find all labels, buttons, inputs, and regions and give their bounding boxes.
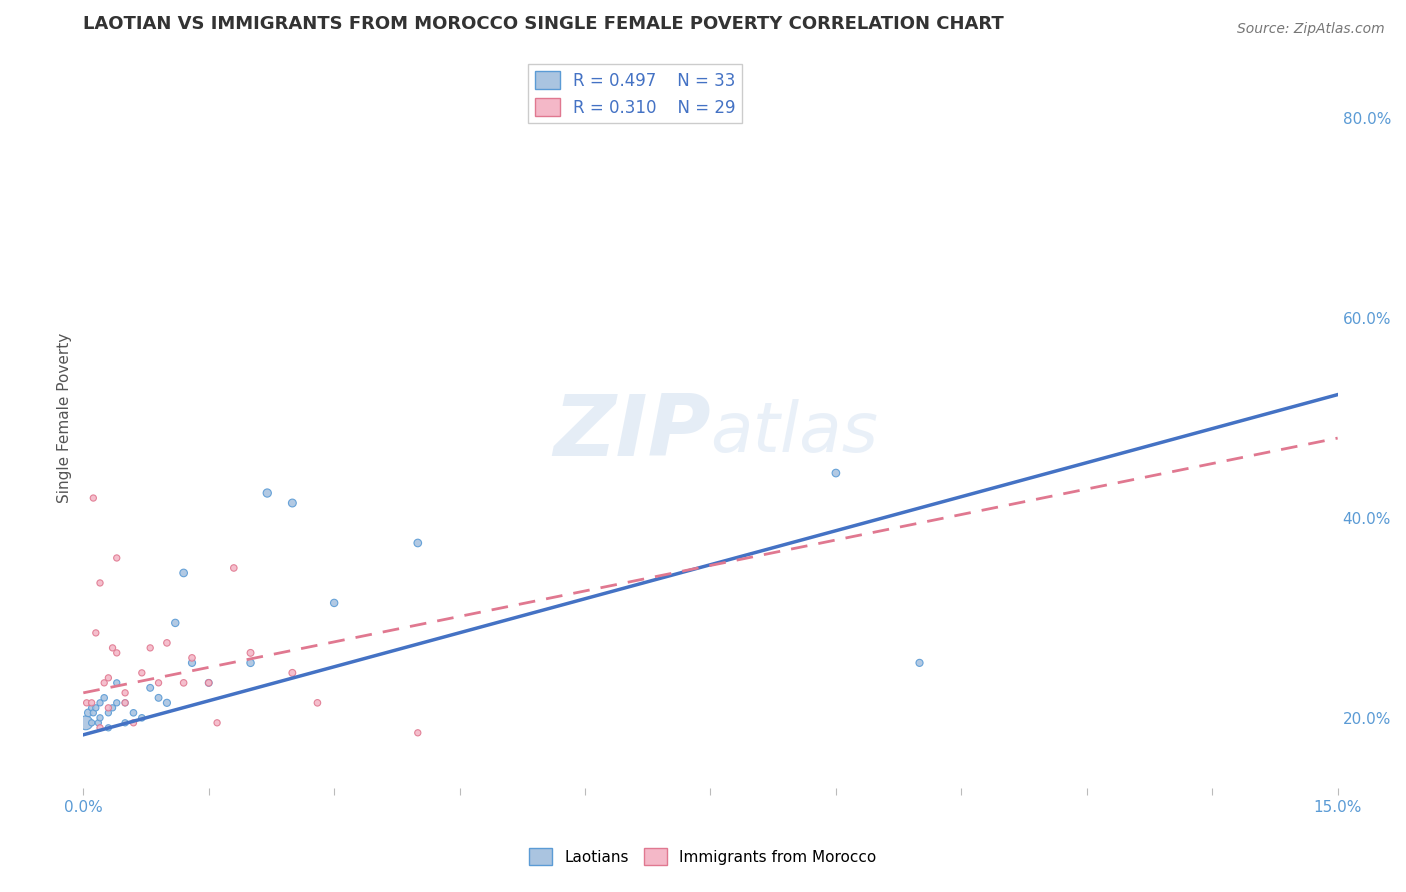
- Point: [80, 701, 103, 715]
- Y-axis label: Single Female Poverty: Single Female Poverty: [58, 333, 72, 503]
- Point: [101, 640, 124, 655]
- Point: [80, 696, 103, 710]
- Point: [82, 491, 104, 505]
- Point: [173, 676, 195, 690]
- Point: [139, 681, 162, 695]
- Text: ZIP: ZIP: [553, 392, 710, 475]
- Point: [76, 696, 98, 710]
- Point: [84, 701, 107, 715]
- Legend: R = 0.497    N = 33, R = 0.310    N = 29: R = 0.497 N = 33, R = 0.310 N = 29: [529, 64, 742, 123]
- Point: [89, 711, 111, 725]
- Point: [181, 656, 204, 670]
- Point: [256, 486, 278, 500]
- Text: atlas: atlas: [710, 400, 879, 467]
- Point: [825, 466, 848, 480]
- Point: [75, 715, 97, 730]
- Point: [93, 690, 115, 705]
- Point: [222, 561, 245, 575]
- Point: [148, 676, 170, 690]
- Point: [87, 715, 110, 730]
- Point: [80, 715, 103, 730]
- Point: [122, 715, 145, 730]
- Point: [82, 706, 104, 720]
- Point: [406, 536, 429, 550]
- Point: [197, 676, 219, 690]
- Text: LAOTIAN VS IMMIGRANTS FROM MOROCCO SINGLE FEMALE POVERTY CORRELATION CHART: LAOTIAN VS IMMIGRANTS FROM MOROCCO SINGL…: [83, 15, 1004, 33]
- Point: [197, 676, 219, 690]
- Point: [323, 596, 346, 610]
- Point: [156, 636, 179, 650]
- Point: [139, 640, 162, 655]
- Point: [574, 815, 596, 830]
- Point: [239, 656, 262, 670]
- Point: [105, 676, 128, 690]
- Point: [97, 721, 120, 735]
- Point: [406, 726, 429, 740]
- Text: Source: ZipAtlas.com: Source: ZipAtlas.com: [1237, 22, 1385, 37]
- Point: [307, 696, 329, 710]
- Point: [148, 690, 170, 705]
- Point: [89, 721, 111, 735]
- Point: [281, 665, 304, 680]
- Point: [122, 706, 145, 720]
- Point: [131, 711, 153, 725]
- Point: [101, 701, 124, 715]
- Point: [114, 696, 136, 710]
- Point: [105, 696, 128, 710]
- Point: [114, 686, 136, 700]
- Point: [105, 646, 128, 660]
- Point: [114, 715, 136, 730]
- Point: [239, 646, 262, 660]
- Legend: Laotians, Immigrants from Morocco: Laotians, Immigrants from Morocco: [523, 842, 883, 871]
- Point: [105, 551, 128, 566]
- Point: [97, 706, 120, 720]
- Point: [173, 566, 195, 580]
- Point: [181, 651, 204, 665]
- Point: [89, 696, 111, 710]
- Point: [77, 706, 100, 720]
- Point: [165, 615, 187, 630]
- Point: [156, 696, 179, 710]
- Point: [114, 696, 136, 710]
- Point: [205, 715, 228, 730]
- Point: [89, 576, 111, 591]
- Point: [84, 626, 107, 640]
- Point: [908, 656, 931, 670]
- Point: [97, 671, 120, 685]
- Point: [281, 496, 304, 510]
- Point: [131, 665, 153, 680]
- Point: [97, 701, 120, 715]
- Point: [93, 676, 115, 690]
